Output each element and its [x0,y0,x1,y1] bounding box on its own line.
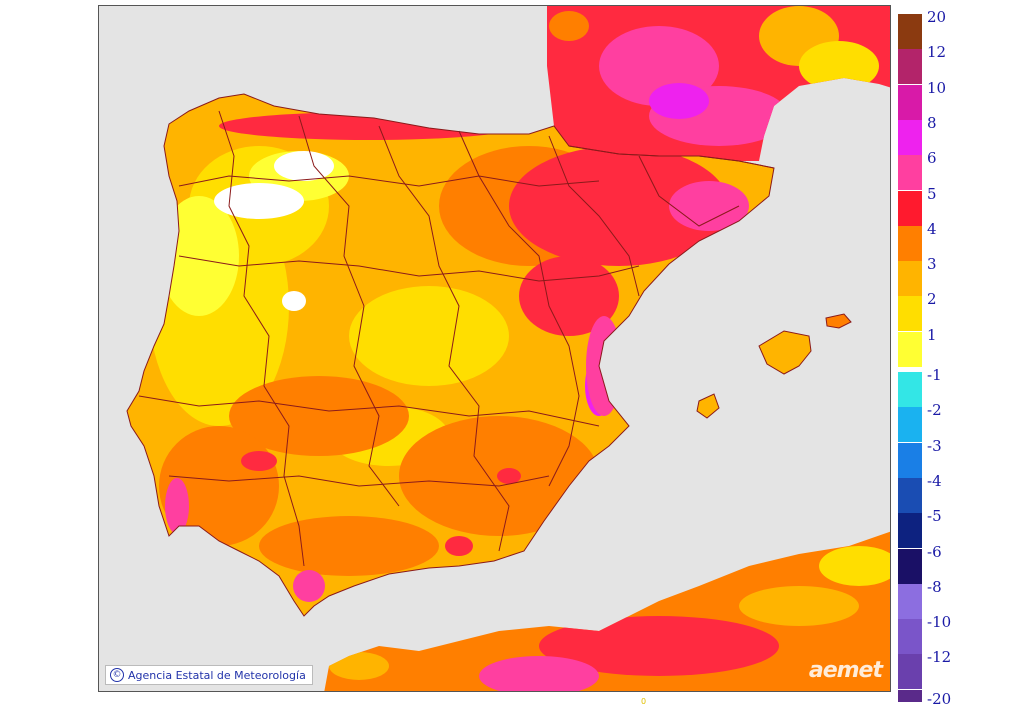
legend-item: -8 [898,578,1018,619]
legend-item: 2 [898,290,1018,332]
legend-swatch [898,49,922,85]
legend-label: -1 [927,366,942,384]
legend-label: 5 [927,184,937,203]
legend-label: 8 [927,113,937,132]
province-borders [138,110,775,567]
legend-swatch [898,296,922,332]
legend-swatch [898,261,922,297]
aemet-logo: aemet [808,658,883,683]
legend-item: 12 [898,43,1018,85]
legend-swatch [898,407,922,443]
legend-item: -10 [898,613,1018,655]
legend-item: 20 [898,8,1018,49]
legend-item [898,689,1018,725]
legend-swatch [898,119,922,155]
legend-label: 1 [927,325,937,344]
aemet-credit: © Agencia Estatal de Meteorología [105,665,313,685]
copyright-icon: © [110,668,124,682]
legend-item: -4 [898,472,1018,513]
legend-item: -5 [898,507,1018,549]
temperature-anomaly-map: © Agencia Estatal de Meteorología aemet [98,5,891,692]
legend-item: -6 [898,543,1018,584]
legend-swatch [898,84,922,120]
legend-swatch [898,477,922,513]
stray-mark: 0 [641,697,647,706]
legend-item: 5 [898,185,1018,226]
legend-item: 1 [898,326,1018,367]
legend-swatch [898,654,922,690]
legend-item: -2 [898,401,1018,443]
legend-label: 2 [927,290,937,309]
legend-label: 20 [927,8,947,26]
legend-swatch [898,548,922,584]
legend-label: -5 [927,507,942,526]
legend-item: 4 [898,220,1018,261]
legend-swatch [898,155,922,191]
legend-item: 3 [898,255,1018,297]
legend-label: -4 [927,471,942,490]
legend-label: -2 [927,401,942,420]
legend-swatch [898,331,922,367]
legend-label: 12 [927,43,947,62]
legend-label: 3 [927,255,937,274]
legend-item: -12 [898,648,1018,690]
legend-label: 10 [927,78,947,97]
menorca [825,313,852,329]
legend-swatch [898,619,922,655]
legend-swatch [898,689,922,702]
legend-swatch [898,14,922,49]
legend-label: -12 [927,648,952,667]
legend-label: 4 [927,219,937,238]
legend-label: -8 [927,577,942,596]
legend-swatch [898,583,922,619]
mallorca [758,330,812,375]
legend-swatch [898,442,922,478]
legend-swatch [898,225,922,261]
legend-item: -1 [898,366,1018,407]
legend-item: 8 [898,114,1018,155]
ibiza [696,393,720,419]
legend-label: -10 [927,613,952,632]
legend-swatch [898,513,922,549]
legend-item: 6 [898,149,1018,191]
map-canvas [99,6,890,691]
legend-label: -20 [927,689,952,708]
legend-item: -3 [898,437,1018,478]
legend-label: -3 [927,436,942,455]
legend-item: 10 [898,79,1018,120]
legend-swatch [898,190,922,226]
credit-text: Agencia Estatal de Meteorología [128,668,306,682]
color-legend: 20 12 10 8 6 5 4 3 2 1 -1 -2 -3 -4 -5 -6 -8 -10 -12 -20 [898,8,1018,708]
legend-label: 6 [927,149,937,168]
legend-swatch [898,372,922,407]
legend-label: -6 [927,542,942,561]
